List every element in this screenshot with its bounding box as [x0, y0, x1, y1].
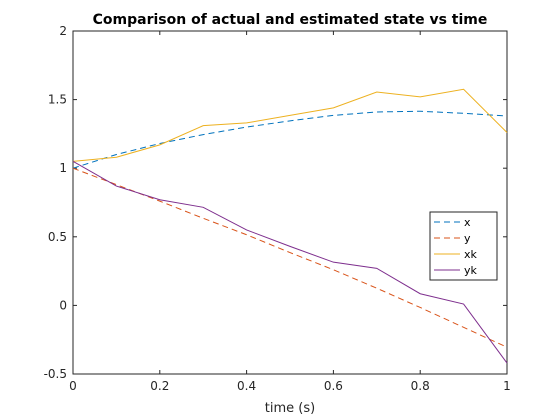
x-tick-label: 1 — [503, 379, 511, 393]
chart-title: Comparison of actual and estimated state… — [93, 12, 488, 28]
legend-label-yk: yk — [464, 264, 478, 277]
y-tick-label: 1 — [59, 161, 67, 175]
legend-label-x: x — [464, 216, 471, 229]
legend: xy xk yk — [430, 212, 497, 280]
legend-label-y: y — [464, 232, 471, 245]
y-tick-label: 2 — [59, 24, 67, 38]
x-tick-label: 0 — [69, 379, 77, 393]
y-tick-label: 0.5 — [48, 230, 67, 244]
x-tick-label: 0.6 — [324, 379, 343, 393]
y-tick-label: -0.5 — [44, 367, 67, 381]
plot-area — [73, 31, 507, 374]
x-axis-label: time (s) — [265, 401, 315, 416]
legend-label-xk: xk — [464, 248, 478, 261]
x-tick-label: 0.4 — [237, 379, 256, 393]
y-tick-label: 1.5 — [48, 93, 67, 107]
x-tick-label: 0.8 — [411, 379, 430, 393]
x-tick-label: 0.2 — [150, 379, 169, 393]
y-tick-label: 0 — [59, 298, 67, 312]
